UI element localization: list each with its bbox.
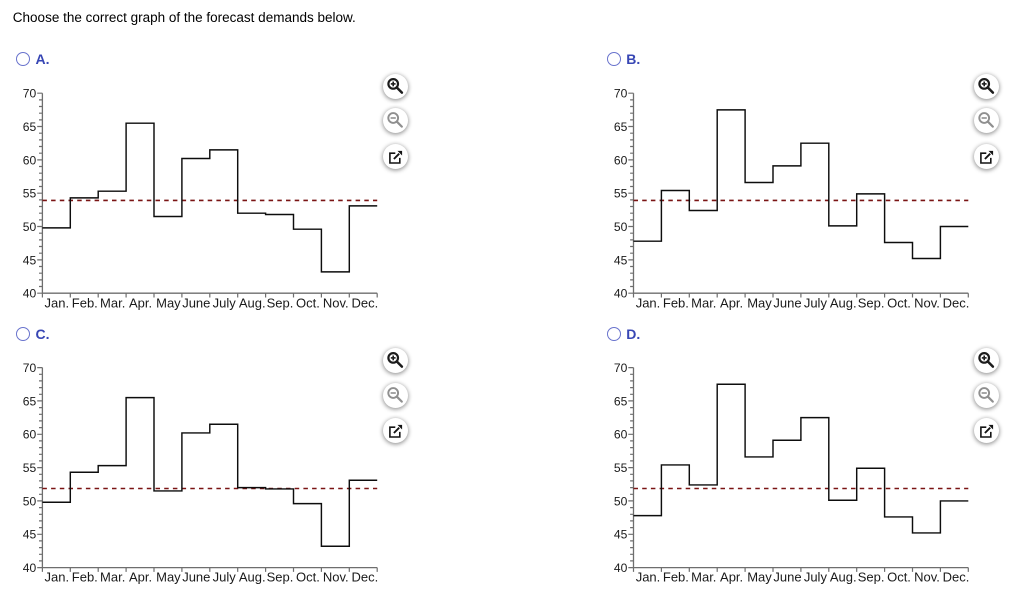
svg-text:Dec.: Dec. <box>943 295 970 310</box>
svg-text:June: June <box>182 570 210 585</box>
svg-text:50: 50 <box>23 494 37 508</box>
svg-text:Feb.: Feb. <box>663 570 689 585</box>
svg-text:Feb.: Feb. <box>72 295 98 310</box>
svg-text:55: 55 <box>614 187 628 201</box>
svg-text:Aug.: Aug. <box>239 570 266 585</box>
svg-text:Sep.: Sep. <box>267 295 294 310</box>
svg-text:Feb.: Feb. <box>72 570 98 585</box>
svg-text:50: 50 <box>614 494 628 508</box>
svg-text:Jan.: Jan. <box>45 295 70 310</box>
svg-text:July: July <box>213 570 237 585</box>
svg-text:55: 55 <box>614 461 628 475</box>
svg-text:60: 60 <box>23 153 37 167</box>
svg-text:45: 45 <box>23 528 37 542</box>
svg-text:65: 65 <box>614 120 628 134</box>
svg-text:Sep.: Sep. <box>858 295 885 310</box>
svg-text:50: 50 <box>614 220 628 234</box>
svg-text:Apr.: Apr. <box>129 570 152 585</box>
svg-text:June: June <box>182 295 210 310</box>
svg-text:Aug.: Aug. <box>830 570 857 585</box>
svg-text:Nov.: Nov. <box>914 570 940 585</box>
svg-text:Mar.: Mar. <box>100 570 125 585</box>
svg-text:40: 40 <box>614 561 628 575</box>
svg-text:50: 50 <box>23 220 37 234</box>
svg-text:45: 45 <box>614 528 628 542</box>
svg-text:Nov.: Nov. <box>914 295 940 310</box>
svg-text:Oct.: Oct. <box>296 295 320 310</box>
svg-text:May: May <box>156 570 181 585</box>
svg-text:June: June <box>773 570 801 585</box>
svg-text:Mar.: Mar. <box>100 295 125 310</box>
svg-text:45: 45 <box>23 253 37 267</box>
svg-text:40: 40 <box>23 287 37 301</box>
svg-text:Mar.: Mar. <box>691 295 716 310</box>
svg-text:45: 45 <box>614 253 628 267</box>
svg-text:Aug.: Aug. <box>830 295 857 310</box>
svg-text:Sep.: Sep. <box>267 570 294 585</box>
svg-text:65: 65 <box>23 120 37 134</box>
svg-text:Apr.: Apr. <box>129 295 152 310</box>
svg-text:July: July <box>804 570 828 585</box>
svg-text:Mar.: Mar. <box>691 570 716 585</box>
svg-text:70: 70 <box>23 361 37 375</box>
svg-text:55: 55 <box>23 187 37 201</box>
svg-text:May: May <box>747 570 772 585</box>
svg-text:65: 65 <box>23 394 37 408</box>
svg-text:Dec.: Dec. <box>352 570 379 585</box>
svg-text:Feb.: Feb. <box>663 295 689 310</box>
svg-text:60: 60 <box>23 428 37 442</box>
svg-text:Aug.: Aug. <box>239 295 266 310</box>
svg-text:40: 40 <box>23 561 37 575</box>
svg-text:70: 70 <box>614 87 628 101</box>
svg-text:60: 60 <box>614 428 628 442</box>
svg-text:Oct.: Oct. <box>887 570 911 585</box>
svg-text:Sep.: Sep. <box>858 570 885 585</box>
svg-text:Oct.: Oct. <box>887 295 911 310</box>
svg-text:70: 70 <box>23 87 37 101</box>
svg-text:Nov.: Nov. <box>323 570 349 585</box>
svg-text:June: June <box>773 295 801 310</box>
svg-text:55: 55 <box>23 461 37 475</box>
svg-text:May: May <box>747 295 772 310</box>
svg-text:65: 65 <box>614 394 628 408</box>
svg-text:40: 40 <box>614 287 628 301</box>
svg-text:Dec.: Dec. <box>943 570 970 585</box>
svg-text:70: 70 <box>614 361 628 375</box>
svg-text:Jan.: Jan. <box>636 570 661 585</box>
svg-text:July: July <box>804 295 828 310</box>
svg-text:Nov.: Nov. <box>323 295 349 310</box>
svg-text:60: 60 <box>614 153 628 167</box>
svg-text:Dec.: Dec. <box>352 295 379 310</box>
svg-text:Jan.: Jan. <box>636 295 661 310</box>
svg-text:May: May <box>156 295 181 310</box>
svg-text:Jan.: Jan. <box>45 570 70 585</box>
svg-text:Oct.: Oct. <box>296 570 320 585</box>
svg-text:July: July <box>213 295 237 310</box>
svg-text:Apr.: Apr. <box>720 295 743 310</box>
svg-text:Apr.: Apr. <box>720 570 743 585</box>
